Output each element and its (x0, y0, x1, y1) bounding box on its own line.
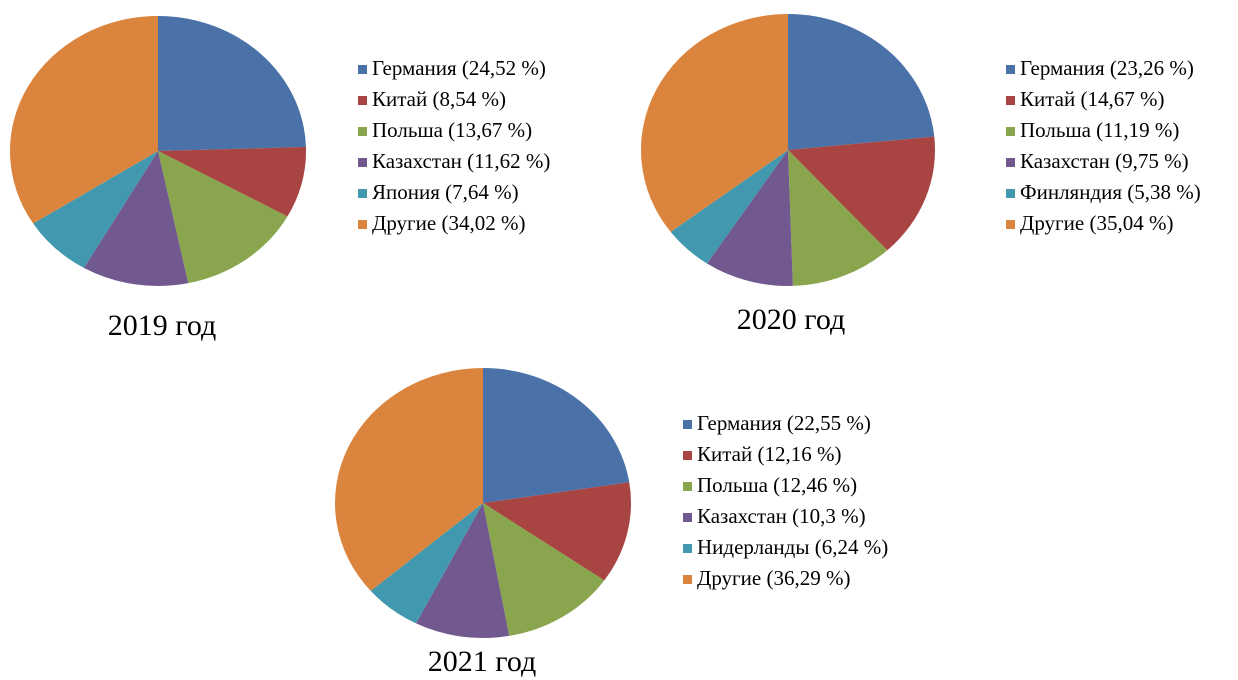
legend-swatch (683, 451, 692, 460)
legend-swatch (683, 513, 692, 522)
legend-swatch (358, 65, 367, 74)
pie-slice (158, 16, 306, 151)
pie-slice (416, 503, 510, 638)
legend-label: Германия (24,52 %) (372, 56, 546, 80)
pie-slice (334, 368, 483, 591)
chart-title: 2019 год (108, 309, 216, 342)
legend-swatch (1006, 158, 1015, 167)
pie-slice (83, 151, 189, 287)
pie-slice (706, 150, 793, 286)
legend-label: Германия (23,26 %) (1020, 56, 1194, 80)
legend-label: Германия (22,55 %) (697, 411, 871, 435)
pie-slice (370, 503, 483, 624)
legend-swatch (683, 544, 692, 553)
pie-slice (33, 151, 158, 268)
legend-label: Финляндия (5,38 %) (1020, 180, 1201, 204)
legend-label: Китай (8,54 %) (372, 87, 506, 111)
legend-label: Польша (13,67 %) (372, 118, 532, 142)
legend-label: Казахстан (9,75 %) (1020, 149, 1189, 173)
pie-slice (670, 150, 788, 264)
legend-swatch (358, 96, 367, 105)
legend-label: Казахстан (10,3 %) (697, 504, 866, 528)
pie-slice (158, 146, 306, 217)
pie-slice (158, 151, 288, 284)
legend-label: Другие (34,02 %) (372, 211, 525, 235)
chart-title: 2020 год (737, 303, 845, 336)
pie-slice (483, 482, 631, 581)
legend-label: Другие (36,29 %) (697, 566, 850, 590)
legend-swatch (358, 220, 367, 229)
chart-title: 2021 год (428, 645, 536, 678)
pie-slice (641, 14, 788, 232)
legend-label: Япония (7,64 %) (372, 180, 519, 204)
legend-label: Польша (12,46 %) (697, 473, 857, 497)
legend-swatch (683, 482, 692, 491)
legend-label: Другие (35,04 %) (1020, 211, 1173, 235)
legend-label: Казахстан (11,62 %) (372, 149, 550, 173)
legend-swatch (358, 189, 367, 198)
pie-slice (788, 136, 935, 251)
pie-slice (788, 150, 888, 286)
legend-swatch (1006, 96, 1015, 105)
pie-slice (483, 368, 630, 503)
legend-swatch (358, 158, 367, 167)
legend-swatch (1006, 65, 1015, 74)
legend-swatch (683, 420, 692, 429)
pie-slice (9, 16, 158, 224)
pie-slice (483, 503, 605, 636)
legend-swatch (1006, 220, 1015, 229)
legend-label: Китай (12,16 %) (697, 442, 841, 466)
legend-label: Польша (11,19 %) (1020, 118, 1179, 142)
legend-swatch (1006, 127, 1015, 136)
legend-swatch (683, 575, 692, 584)
legend-label: Китай (14,67 %) (1020, 87, 1164, 111)
pie-slice (788, 14, 935, 150)
legend-label: Нидерланды (6,24 %) (697, 535, 888, 559)
legend-swatch (358, 127, 367, 136)
legend-swatch (1006, 189, 1015, 198)
